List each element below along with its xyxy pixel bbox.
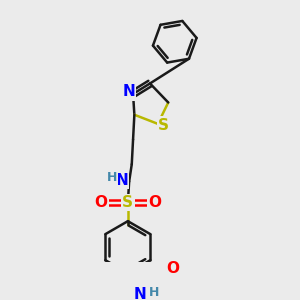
Text: S: S xyxy=(158,118,169,133)
Text: O: O xyxy=(94,195,108,210)
Text: H: H xyxy=(148,286,159,299)
Text: O: O xyxy=(167,261,180,276)
Text: O: O xyxy=(148,195,161,210)
Text: N: N xyxy=(122,84,135,99)
Text: N: N xyxy=(116,173,128,188)
Text: N: N xyxy=(134,287,146,300)
Text: H: H xyxy=(107,171,117,184)
Text: S: S xyxy=(122,195,134,210)
